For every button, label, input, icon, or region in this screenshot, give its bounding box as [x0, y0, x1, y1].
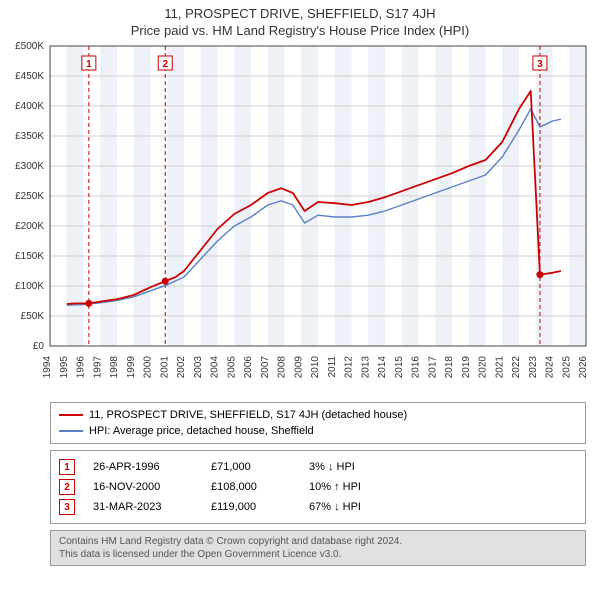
legend-swatch	[59, 414, 83, 416]
footer-line-1: Contains HM Land Registry data © Crown c…	[59, 535, 577, 548]
svg-text:3: 3	[537, 59, 543, 70]
event-price: £71,000	[211, 461, 291, 473]
svg-text:£450K: £450K	[15, 71, 44, 82]
svg-text:£50K: £50K	[21, 311, 45, 322]
svg-text:2014: 2014	[377, 356, 388, 379]
svg-text:1998: 1998	[109, 356, 120, 379]
svg-text:2003: 2003	[193, 356, 204, 379]
event-price: £119,000	[211, 501, 291, 513]
event-row: 3 31-MAR-2023 £119,000 67% ↓ HPI	[59, 497, 577, 517]
event-date: 26-APR-1996	[93, 461, 193, 473]
svg-text:£0: £0	[33, 341, 45, 352]
svg-text:2008: 2008	[277, 356, 288, 379]
legend-row: HPI: Average price, detached house, Shef…	[59, 423, 577, 439]
svg-text:2021: 2021	[494, 356, 505, 379]
svg-text:1996: 1996	[76, 356, 87, 379]
svg-text:2011: 2011	[327, 356, 338, 378]
svg-text:£400K: £400K	[15, 101, 44, 112]
title-subtitle: Price paid vs. HM Land Registry's House …	[0, 23, 600, 38]
footer-line-2: This data is licensed under the Open Gov…	[59, 548, 577, 561]
event-date: 16-NOV-2000	[93, 481, 193, 493]
legend-swatch	[59, 430, 83, 432]
svg-text:£250K: £250K	[15, 191, 44, 202]
svg-text:£100K: £100K	[15, 281, 44, 292]
svg-text:2001: 2001	[159, 356, 170, 379]
svg-text:2: 2	[162, 59, 168, 70]
svg-text:1: 1	[86, 59, 92, 70]
svg-text:£150K: £150K	[15, 251, 44, 262]
event-price: £108,000	[211, 481, 291, 493]
event-marker: 3	[59, 499, 75, 515]
svg-text:2009: 2009	[293, 356, 304, 379]
svg-text:2007: 2007	[260, 356, 271, 379]
svg-text:2016: 2016	[411, 356, 422, 379]
svg-text:2000: 2000	[143, 356, 154, 379]
svg-text:£500K: £500K	[15, 41, 44, 52]
event-diff: 10% ↑ HPI	[309, 481, 419, 493]
legend-label: 11, PROSPECT DRIVE, SHEFFIELD, S17 4JH (…	[89, 409, 407, 421]
event-diff: 3% ↓ HPI	[309, 461, 419, 473]
svg-text:2004: 2004	[210, 356, 221, 379]
svg-text:1994: 1994	[42, 356, 53, 379]
svg-text:2023: 2023	[528, 356, 539, 379]
title-address: 11, PROSPECT DRIVE, SHEFFIELD, S17 4JH	[0, 6, 600, 21]
price-chart: £0 £50K £100K £150K £200K £250K £300K £350K £400…	[0, 38, 600, 398]
svg-text:2026: 2026	[578, 356, 589, 379]
svg-text:£350K: £350K	[15, 131, 44, 142]
svg-text:1995: 1995	[59, 356, 70, 379]
events-box: 1 26-APR-1996 £71,000 3% ↓ HPI 2 16-NOV-2000 £…	[50, 450, 586, 524]
title-block: 11, PROSPECT DRIVE, SHEFFIELD, S17 4JH P…	[0, 6, 600, 38]
svg-text:2025: 2025	[561, 356, 572, 379]
footer-box: Contains HM Land Registry data © Crown c…	[50, 530, 586, 566]
svg-text:2010: 2010	[310, 356, 321, 379]
legend-row: 11, PROSPECT DRIVE, SHEFFIELD, S17 4JH (…	[59, 407, 577, 423]
svg-text:1997: 1997	[92, 356, 103, 379]
chart-container: £0 £50K £100K £150K £200K £250K £300K £350K £400…	[0, 38, 600, 398]
svg-text:2020: 2020	[478, 356, 489, 379]
event-marker: 1	[59, 459, 75, 475]
legend-label: HPI: Average price, detached house, Shef…	[89, 425, 314, 437]
svg-text:2015: 2015	[394, 356, 405, 379]
event-row: 1 26-APR-1996 £71,000 3% ↓ HPI	[59, 457, 577, 477]
event-date: 31-MAR-2023	[93, 501, 193, 513]
svg-text:2002: 2002	[176, 356, 187, 379]
event-diff: 67% ↓ HPI	[309, 501, 419, 513]
svg-text:2024: 2024	[545, 356, 556, 379]
svg-text:2005: 2005	[226, 356, 237, 379]
svg-text:2022: 2022	[511, 356, 522, 379]
svg-text:2013: 2013	[360, 356, 371, 379]
svg-text:£300K: £300K	[15, 161, 44, 172]
svg-text:£200K: £200K	[15, 221, 44, 232]
event-marker: 2	[59, 479, 75, 495]
svg-text:2006: 2006	[243, 356, 254, 379]
event-row: 2 16-NOV-2000 £108,000 10% ↑ HPI	[59, 477, 577, 497]
svg-text:2018: 2018	[444, 356, 455, 379]
svg-text:1999: 1999	[126, 356, 137, 379]
svg-text:2012: 2012	[344, 356, 355, 379]
svg-text:2019: 2019	[461, 356, 472, 379]
legend-box: 11, PROSPECT DRIVE, SHEFFIELD, S17 4JH (…	[50, 402, 586, 444]
svg-text:2017: 2017	[427, 356, 438, 379]
